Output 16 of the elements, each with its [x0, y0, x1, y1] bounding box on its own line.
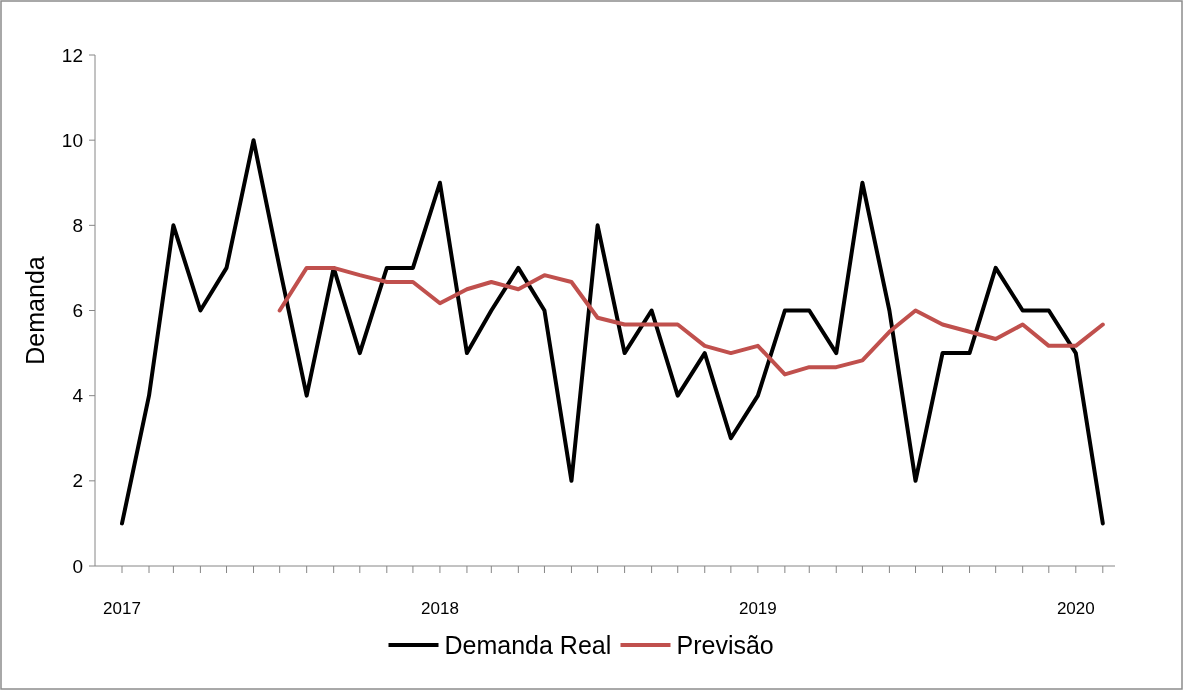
line-series — [277, 265, 1105, 377]
y-tick-label: 8 — [72, 214, 83, 236]
y-tick-label: 10 — [61, 129, 83, 151]
y-tick-label: 4 — [72, 385, 84, 407]
x-tick-label: 2020 — [1056, 599, 1095, 618]
x-tick-label: 2017 — [103, 599, 141, 618]
x-tick-label: 2018 — [421, 599, 459, 618]
y-tick-label: 0 — [72, 555, 83, 577]
y-tick-label: 2 — [72, 470, 83, 492]
y-tick-label: 12 — [61, 44, 83, 66]
y-tick-label: 6 — [72, 300, 83, 322]
line-series — [120, 138, 1105, 526]
x-tick-label: 2019 — [738, 599, 777, 618]
legend-label: Demanda Real — [444, 630, 612, 659]
legend-label: Previsão — [676, 630, 774, 659]
y-axis-title: Demanda — [21, 256, 49, 365]
